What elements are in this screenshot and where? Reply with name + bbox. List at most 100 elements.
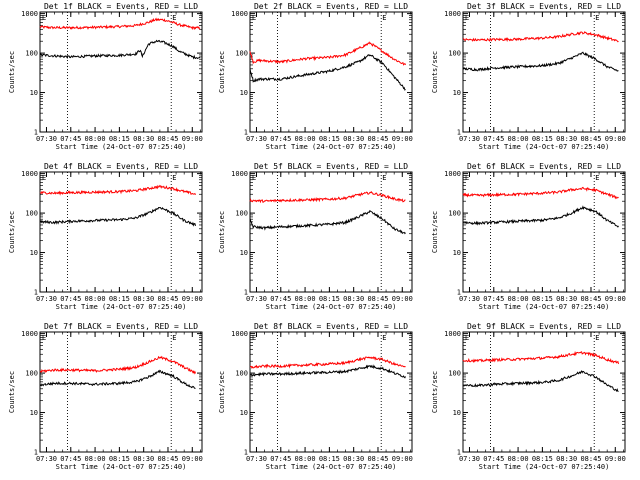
x-tick-label: 08:00: [295, 295, 316, 303]
chart-title: Det 9f BLACK = Events, RED = LLD: [467, 322, 621, 331]
event-marker-label: E: [382, 174, 386, 182]
y-tick-label: 100: [235, 210, 248, 218]
y-tick-label: 1: [34, 289, 38, 297]
x-axis-label: Start Time (24-Oct-07 07:25:40): [479, 303, 610, 311]
y-axis-label: Counts/sec: [8, 211, 16, 253]
event-marker-label: E: [252, 14, 256, 22]
x-tick-label: 08:30: [556, 455, 577, 463]
event-marker-label: E: [382, 14, 386, 22]
y-axis-label: Counts/sec: [431, 51, 439, 93]
plot-frame: [39, 171, 203, 293]
plot-frame: [39, 331, 203, 453]
y-tick-label: 1: [244, 129, 248, 137]
y-tick-label: 1: [34, 449, 38, 457]
series-line-lld: [462, 31, 619, 43]
x-tick-label: 08:15: [532, 135, 553, 143]
x-tick-label: 08:45: [157, 295, 178, 303]
plot-frame: [462, 171, 626, 293]
x-tick-label: 08:30: [343, 455, 364, 463]
event-marker-label: E: [172, 334, 176, 342]
y-tick-label: 1000: [444, 10, 461, 18]
plot-frame: [249, 11, 413, 133]
x-axis-label: Start Time (24-Oct-07 07:25:40): [479, 463, 610, 471]
x-tick-label: 09:00: [392, 135, 413, 143]
x-tick-label: 08:30: [133, 295, 154, 303]
y-tick-label: 1: [34, 129, 38, 137]
y-tick-label: 100: [235, 50, 248, 58]
series-line-events: [462, 205, 619, 228]
y-tick-label: 1000: [231, 170, 248, 178]
chart-title: Det 7f BLACK = Events, RED = LLD: [44, 322, 198, 331]
series-line-lld: [462, 186, 619, 200]
chart-panel-8: Det 8f BLACK = Events, RED = LLD 1 10 100 10…: [218, 322, 413, 471]
series-line-lld: [39, 184, 196, 196]
chart-panel-5: Det 5f BLACK = Events, RED = LLD 1 10 100 10…: [218, 162, 413, 311]
y-axis-label: Counts/sec: [8, 51, 16, 93]
plot-frame: [39, 11, 203, 133]
chart-panel-1: Det 1f BLACK = Events, RED = LLD 1 10 100 10…: [8, 2, 203, 151]
event-marker-label: E: [382, 334, 386, 342]
y-tick-label: 10: [453, 249, 461, 257]
plot-frame: [249, 331, 413, 453]
x-tick-label: 08:15: [319, 455, 340, 463]
series-line-events: [249, 209, 406, 235]
x-tick-label: 07:30: [246, 295, 267, 303]
x-tick-label: 08:00: [508, 295, 529, 303]
x-tick-label: 07:45: [270, 135, 291, 143]
series-line-events: [249, 364, 406, 379]
x-axis-label: Start Time (24-Oct-07 07:25:40): [56, 463, 187, 471]
y-tick-label: 1000: [21, 330, 38, 338]
y-tick-label: 10: [453, 409, 461, 417]
x-tick-label: 09:00: [182, 135, 203, 143]
chart-title: Det 5f BLACK = Events, RED = LLD: [254, 162, 408, 171]
x-tick-label: 07:30: [459, 455, 480, 463]
chart-title: Det 3f BLACK = Events, RED = LLD: [467, 2, 621, 11]
x-tick-label: 08:30: [343, 295, 364, 303]
y-tick-label: 10: [30, 409, 38, 417]
event-marker-label: E: [465, 174, 469, 182]
x-tick-label: 08:00: [85, 295, 106, 303]
y-tick-label: 1000: [444, 330, 461, 338]
y-tick-label: 1: [457, 289, 461, 297]
x-tick-label: 08:45: [157, 455, 178, 463]
y-tick-label: 100: [448, 370, 461, 378]
x-tick-label: 08:15: [109, 295, 130, 303]
chart-title: Det 1f BLACK = Events, RED = LLD: [44, 2, 198, 11]
y-tick-label: 10: [453, 89, 461, 97]
y-tick-label: 1000: [21, 170, 38, 178]
y-tick-label: 10: [240, 249, 248, 257]
x-tick-label: 09:00: [182, 295, 203, 303]
series-line-events: [249, 54, 406, 91]
plot-frame: [462, 11, 626, 133]
y-tick-label: 100: [25, 210, 38, 218]
series-line-events: [462, 51, 619, 72]
x-tick-label: 09:00: [182, 455, 203, 463]
x-tick-label: 07:45: [483, 295, 504, 303]
series-line-lld: [462, 350, 619, 365]
y-tick-label: 10: [30, 89, 38, 97]
chart-title: Det 4f BLACK = Events, RED = LLD: [44, 162, 198, 171]
event-marker-label: E: [42, 14, 46, 22]
x-tick-label: 07:45: [60, 135, 81, 143]
x-tick-label: 09:00: [605, 455, 626, 463]
x-tick-label: 08:00: [85, 455, 106, 463]
x-tick-label: 08:15: [532, 295, 553, 303]
x-axis-label: Start Time (24-Oct-07 07:25:40): [479, 143, 610, 151]
event-marker-label: E: [42, 174, 46, 182]
x-tick-label: 08:30: [133, 455, 154, 463]
x-axis-label: Start Time (24-Oct-07 07:25:40): [266, 303, 397, 311]
y-axis-label: Counts/sec: [431, 371, 439, 413]
x-tick-label: 07:45: [60, 295, 81, 303]
x-tick-label: 07:45: [483, 455, 504, 463]
event-marker-label: E: [252, 174, 256, 182]
y-axis-label: Counts/sec: [431, 211, 439, 253]
y-tick-label: 10: [30, 249, 38, 257]
x-axis-label: Start Time (24-Oct-07 07:25:40): [56, 143, 187, 151]
y-axis-label: Counts/sec: [218, 371, 226, 413]
event-marker-label: E: [465, 14, 469, 22]
x-tick-label: 08:00: [85, 135, 106, 143]
x-tick-label: 08:45: [367, 455, 388, 463]
y-tick-label: 1000: [231, 330, 248, 338]
x-tick-label: 08:15: [319, 295, 340, 303]
